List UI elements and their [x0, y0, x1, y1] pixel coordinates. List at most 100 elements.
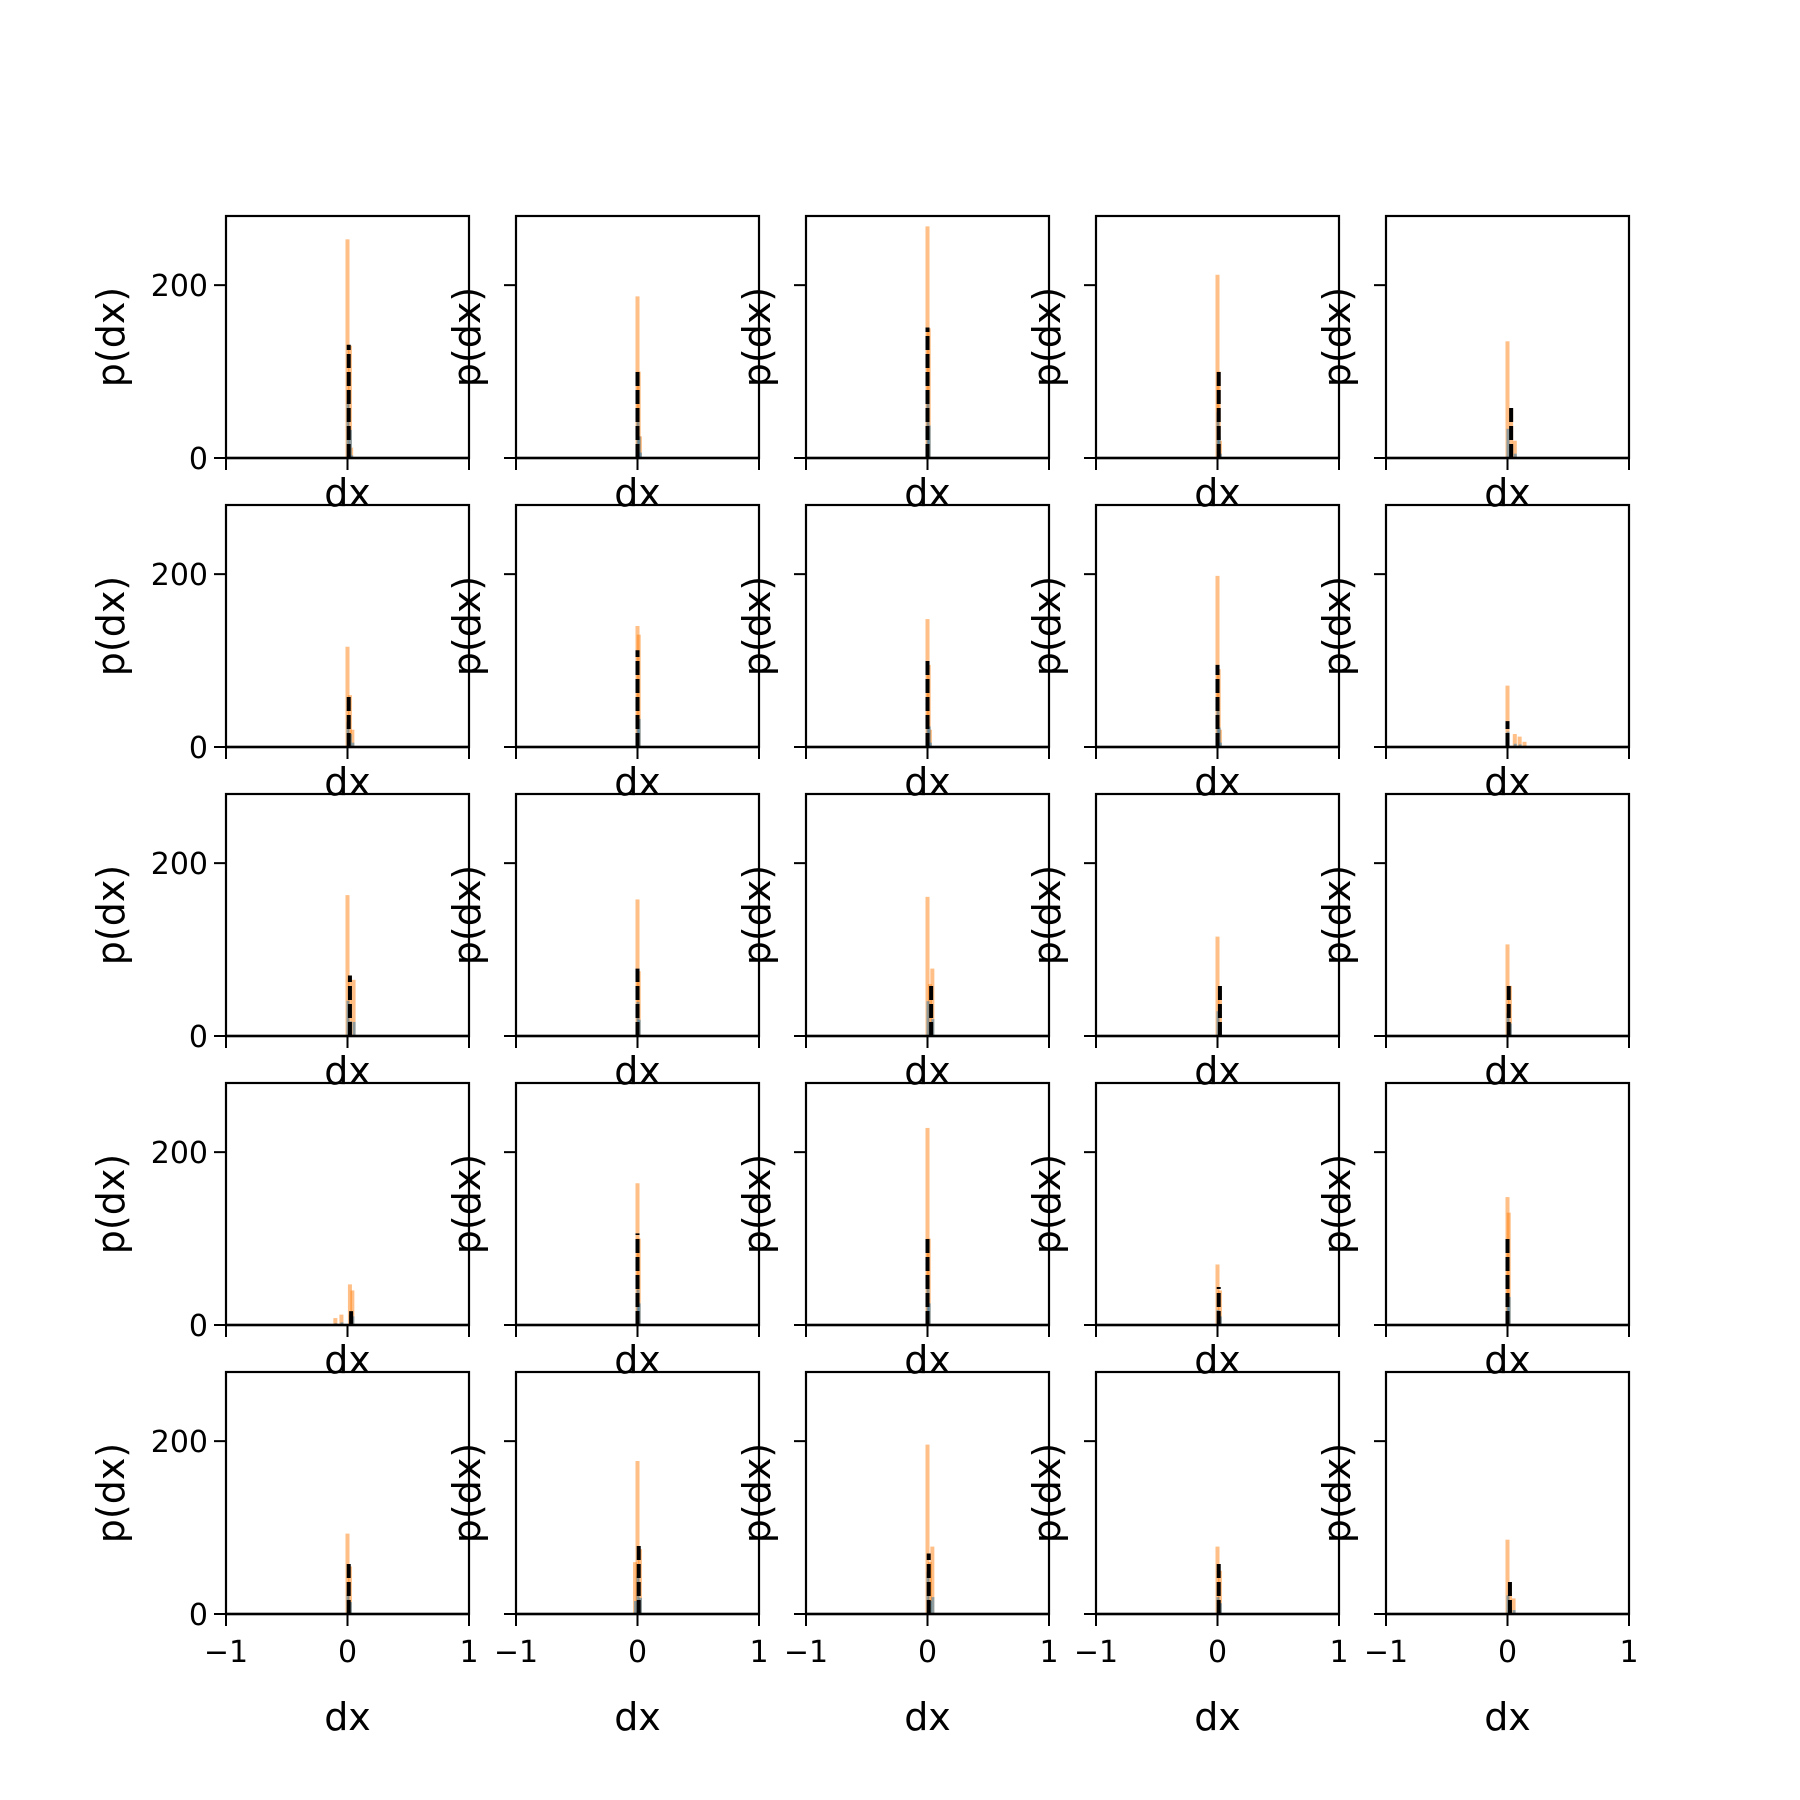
subplot-r1-c2: dx p(dx)	[445, 214, 761, 515]
y-tick-label: 200	[151, 1425, 208, 1460]
subplot-r4-c3: dx p(dx)	[735, 1081, 1051, 1382]
subplot-r5-c4: −1 0 1 dx p(dx)	[1025, 1370, 1349, 1739]
x-axis-label: dx	[1194, 1695, 1241, 1739]
y-axis-label: p(dx)	[445, 576, 489, 676]
y-axis-label: p(dx)	[445, 287, 489, 387]
blue-hist-bar	[352, 1021, 356, 1036]
orange-hist-bar	[1505, 341, 1510, 458]
y-axis-label: p(dx)	[735, 865, 779, 965]
y-axis-label: p(dx)	[89, 865, 133, 965]
x-axis-label: dx	[904, 760, 951, 804]
y-axis-label: p(dx)	[89, 576, 133, 676]
orange-hist-bar	[925, 896, 930, 1036]
y-tick-label: 0	[189, 1309, 208, 1344]
orange-hist-bar	[1215, 575, 1220, 747]
blue-hist-bar	[637, 718, 641, 747]
y-axis-label: p(dx)	[1025, 287, 1069, 387]
y-tick-label: 200	[151, 269, 208, 304]
x-axis-label: dx	[324, 471, 371, 515]
y-axis-label: p(dx)	[1025, 1443, 1069, 1543]
x-axis-label: dx	[1484, 1338, 1531, 1382]
blue-hist-bar	[931, 1597, 935, 1614]
x-tick-label: 0	[1498, 1635, 1517, 1670]
x-tick-label: −1	[1364, 1635, 1408, 1670]
x-axis-label: dx	[1194, 1338, 1241, 1382]
blue-hist-bar	[928, 742, 932, 747]
orange-hist-bar	[345, 646, 350, 747]
y-axis-label: p(dx)	[1315, 1443, 1359, 1543]
y-tick-label: 0	[189, 442, 208, 477]
orange-hist-bar	[350, 729, 355, 747]
x-axis-label: dx	[324, 1049, 371, 1093]
blue-hist-bar	[346, 1000, 350, 1036]
orange-hist-bar	[339, 1314, 344, 1325]
x-axis-label: dx	[614, 1049, 661, 1093]
y-axis-label: p(dx)	[735, 1154, 779, 1254]
blue-hist-bar	[926, 1001, 930, 1036]
blue-hist-bar	[1218, 742, 1222, 747]
x-axis-label: dx	[614, 1338, 661, 1382]
orange-hist-bar	[637, 1549, 642, 1614]
subplot-grid: 0 200 dx p(dx) dx p(dx) dx p(dx) dx p(dx) dx p(dx) 0…	[89, 214, 1639, 1739]
x-tick-label: −1	[494, 1635, 538, 1670]
subplot-r5-c3: −1 0 1 dx p(dx)	[735, 1370, 1059, 1739]
blue-hist-bar	[1507, 1296, 1511, 1325]
orange-hist-bar	[930, 968, 935, 1036]
blue-hist-bar	[348, 429, 352, 458]
subplot-r5-c2: −1 0 1 dx p(dx)	[445, 1370, 769, 1739]
subplot-r2-c3: dx p(dx)	[735, 503, 1051, 804]
blue-hist-bar	[634, 1601, 638, 1614]
orange-hist-bar	[1512, 440, 1517, 458]
x-axis-label: dx	[1194, 1049, 1241, 1093]
y-axis-label: p(dx)	[735, 287, 779, 387]
x-axis-label: dx	[1194, 760, 1241, 804]
x-axis-label: dx	[904, 1695, 951, 1739]
blue-hist-bar	[927, 425, 931, 458]
orange-hist-bar	[1512, 734, 1517, 747]
blue-hist-bar	[350, 455, 354, 458]
subplot-r4-c4: dx p(dx)	[1025, 1081, 1341, 1382]
orange-hist-bar	[1215, 1546, 1220, 1614]
x-axis-label: dx	[614, 760, 661, 804]
y-tick-label: 200	[151, 847, 208, 882]
x-tick-label: 1	[459, 1635, 478, 1670]
subplot-r2-c4: dx p(dx)	[1025, 503, 1341, 804]
y-axis-label: p(dx)	[1025, 576, 1069, 676]
y-axis-label: p(dx)	[445, 865, 489, 965]
subplot-r2-c5: dx p(dx)	[1315, 503, 1631, 804]
x-tick-label: 0	[918, 1635, 937, 1670]
x-axis-label: dx	[1194, 471, 1241, 515]
x-axis-label: dx	[904, 1338, 951, 1382]
x-axis-label: dx	[614, 471, 661, 515]
orange-hist-bar	[635, 1461, 640, 1614]
y-axis-label: p(dx)	[89, 287, 133, 387]
subplot-r3-c2: dx p(dx)	[445, 792, 761, 1093]
x-tick-label: 0	[338, 1635, 357, 1670]
y-tick-label: 0	[189, 1020, 208, 1055]
blue-hist-bar	[1512, 1610, 1516, 1614]
x-axis-label: dx	[1484, 1695, 1531, 1739]
x-tick-label: 0	[628, 1635, 647, 1670]
subplot-r4-c5: dx p(dx)	[1315, 1081, 1631, 1382]
x-axis-label: dx	[324, 760, 371, 804]
x-axis-label: dx	[324, 1695, 371, 1739]
x-tick-label: −1	[784, 1635, 828, 1670]
y-tick-label: 0	[189, 1598, 208, 1633]
orange-hist-bar	[1217, 1290, 1222, 1325]
orange-hist-bar	[350, 1290, 355, 1325]
y-axis-label: p(dx)	[445, 1443, 489, 1543]
subplot-r1-c5: dx p(dx)	[1315, 214, 1631, 515]
x-axis-label: dx	[904, 471, 951, 515]
blue-hist-bar	[1513, 453, 1517, 458]
orange-hist-bar	[1522, 741, 1527, 747]
x-axis-label: dx	[1484, 471, 1531, 515]
subplot-r3-c5: dx p(dx)	[1315, 792, 1631, 1093]
y-axis-label: p(dx)	[1315, 865, 1359, 965]
y-tick-label: 200	[151, 1136, 208, 1171]
subplot-r3-c3: dx p(dx)	[735, 792, 1051, 1093]
x-tick-label: −1	[1074, 1635, 1118, 1670]
subplot-r1-c4: dx p(dx)	[1025, 214, 1341, 515]
